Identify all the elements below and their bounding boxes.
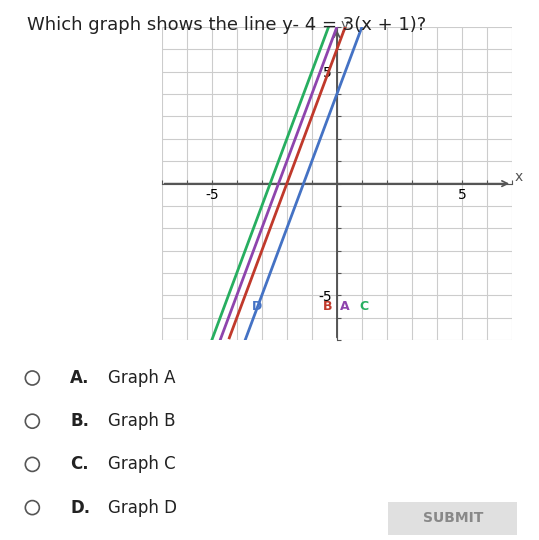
Text: B: B (323, 300, 333, 313)
Text: Graph C: Graph C (108, 455, 175, 474)
Text: B.: B. (70, 412, 89, 430)
Text: Graph B: Graph B (108, 412, 175, 430)
Text: Graph D: Graph D (108, 498, 177, 517)
Text: Which graph shows the line y- 4 = 3(x + 1)?: Which graph shows the line y- 4 = 3(x + … (27, 16, 426, 34)
Text: Graph A: Graph A (108, 369, 175, 387)
Text: D.: D. (70, 498, 90, 517)
Text: SUBMIT: SUBMIT (423, 511, 483, 525)
Text: C: C (360, 300, 369, 313)
Text: y: y (340, 18, 349, 32)
Text: D: D (252, 300, 262, 313)
Text: A.: A. (70, 369, 89, 387)
Text: A: A (340, 300, 349, 313)
Text: x: x (515, 170, 523, 184)
Text: C.: C. (70, 455, 89, 474)
